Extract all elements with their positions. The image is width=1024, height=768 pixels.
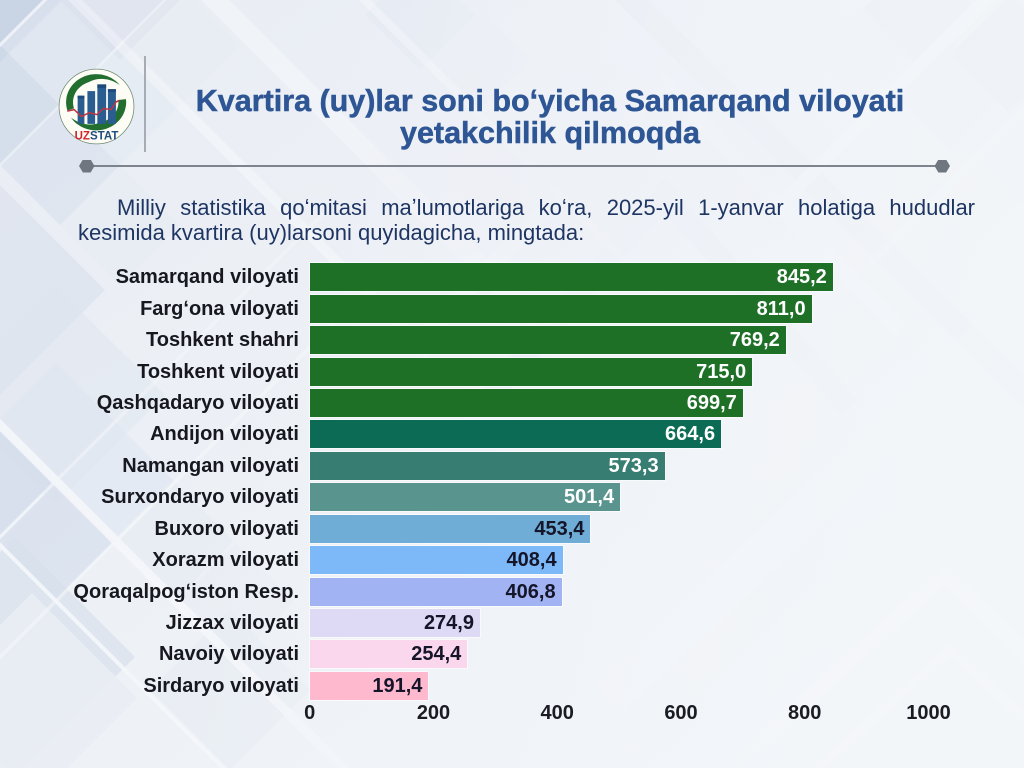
svg-text:UZSTAT: UZSTAT — [75, 131, 119, 143]
